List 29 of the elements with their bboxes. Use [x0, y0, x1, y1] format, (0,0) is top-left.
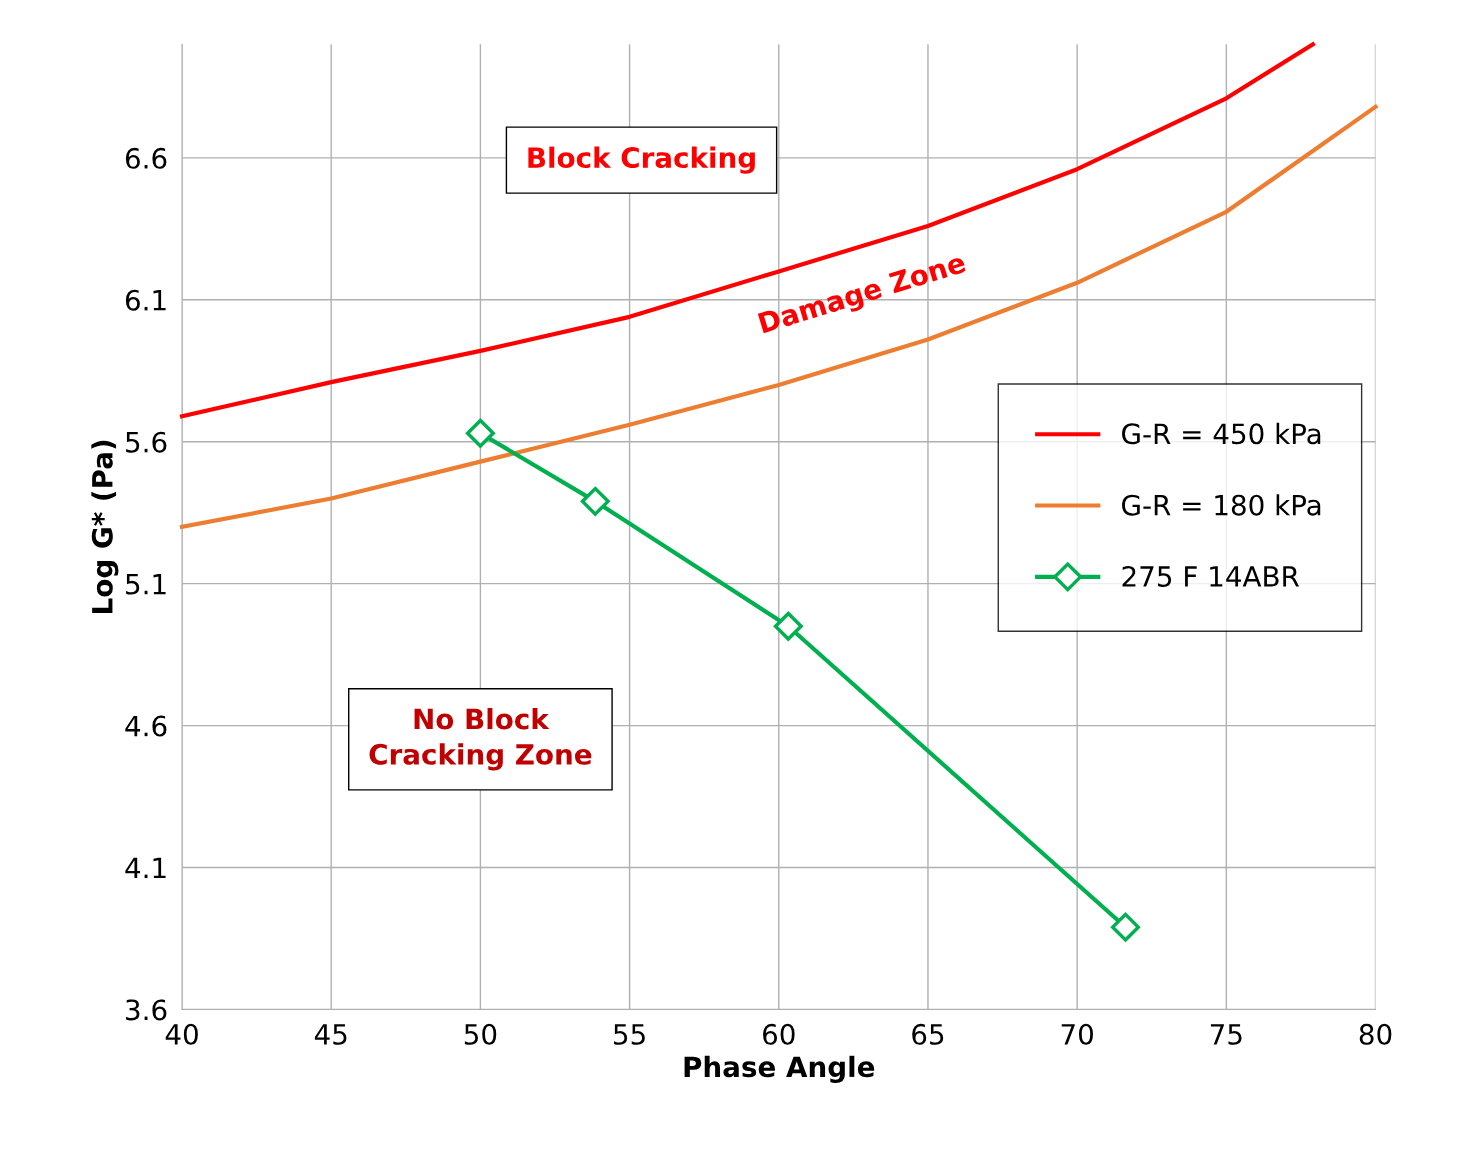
- legend-label: G-R = 450 kPa: [1122, 422, 1321, 445]
- annotation: No Block Cracking Zone: [369, 708, 592, 771]
- x-tick-label: 40: [165, 1023, 198, 1045]
- x-tick-label: 50: [464, 1023, 497, 1045]
- point: [773, 611, 803, 641]
- y-tick-label: 5.1: [126, 573, 166, 595]
- annotation: Block Cracking: [528, 146, 755, 174]
- legend-label: G-R = 180 kPa: [1122, 494, 1321, 516]
- x-tick-label: 75: [1210, 1024, 1242, 1045]
- y-tick-label: 4.6: [125, 715, 167, 737]
- x-tick-label: 70: [1061, 1023, 1093, 1045]
- line-series: [179, 42, 1315, 419]
- x-tick-label: 65: [912, 1023, 944, 1045]
- x-tick-label: 45: [314, 1024, 347, 1045]
- x-axis-title: Phase Angle: [684, 1055, 875, 1083]
- point: [580, 486, 610, 516]
- y-tick-label: 6.6: [125, 147, 167, 169]
- line-series: [179, 104, 1378, 529]
- y-tick-label: 6.1: [125, 289, 166, 311]
- point: [1110, 912, 1140, 942]
- x-tick-label: 55: [614, 1024, 645, 1045]
- y-tick-label: 3.6: [126, 999, 167, 1021]
- x-tick-label: 80: [1359, 1023, 1392, 1045]
- point: [465, 418, 495, 448]
- legend-label: 275 F 14ABR: [1122, 565, 1300, 587]
- x-tick-label: 60: [763, 1023, 795, 1045]
- y-tick-label: 4.1: [125, 857, 166, 879]
- y-axis-title: Log G* (Pa): [91, 440, 119, 613]
- y-tick-label: 5.6: [126, 431, 167, 453]
